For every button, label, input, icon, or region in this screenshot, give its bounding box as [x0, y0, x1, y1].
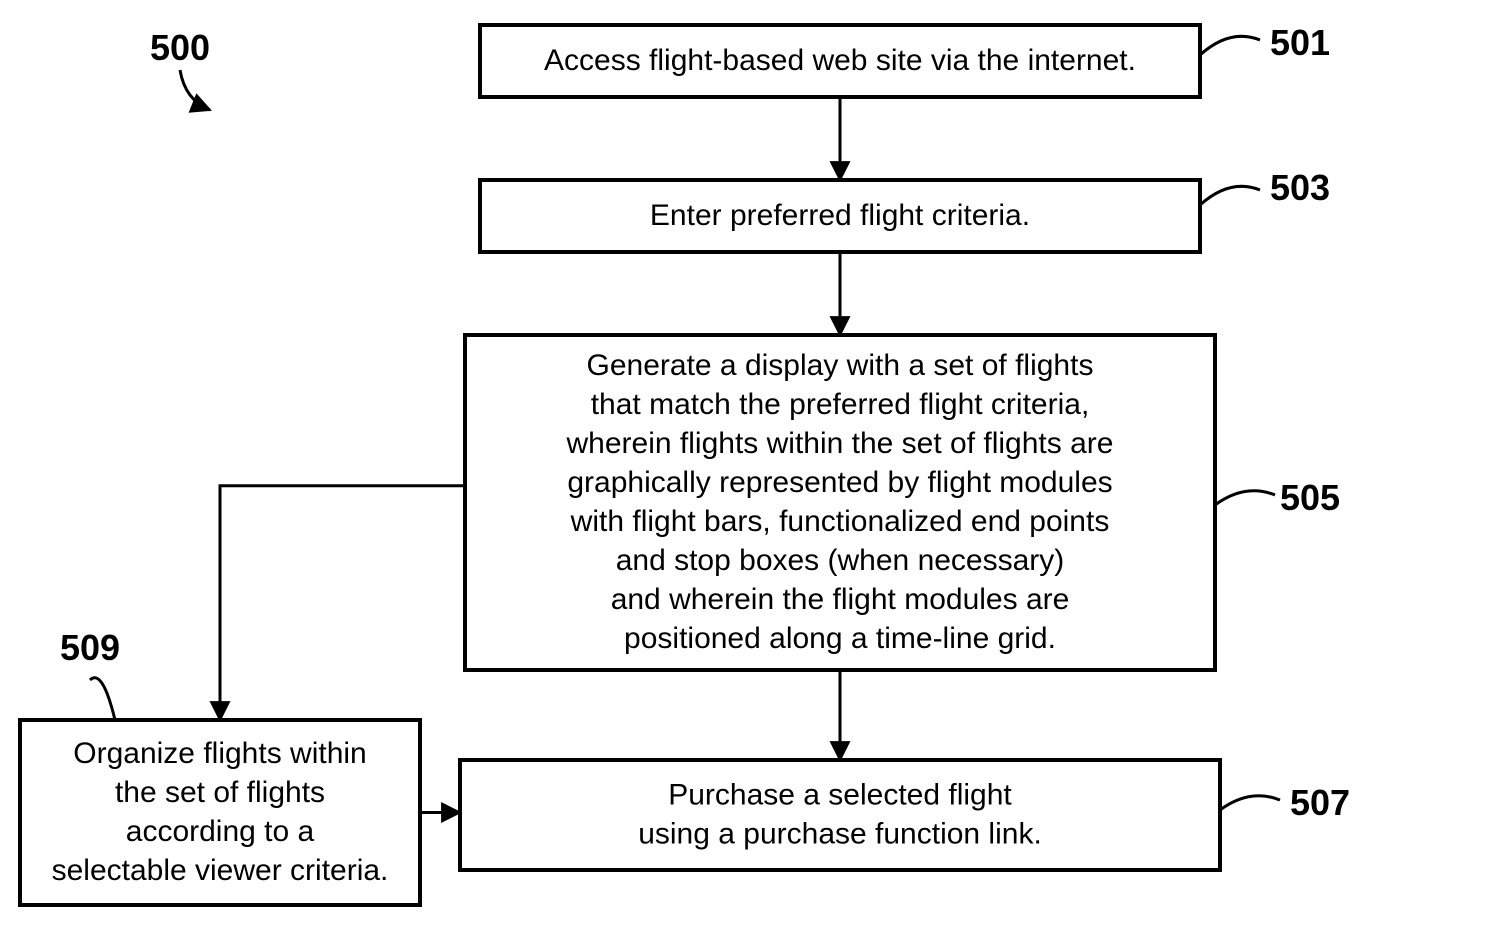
ref-label-n501: 501	[1270, 22, 1330, 63]
figure-ref-arrow	[180, 70, 210, 110]
node-text-n505-line2: wherein flights within the set of flight…	[566, 427, 1114, 460]
ref-leader-n501	[1200, 36, 1260, 55]
node-text-n509-line0: Organize flights within	[73, 737, 366, 770]
flowchart-node-n505: Generate a display with a set of flights…	[465, 335, 1340, 670]
ref-leader-n505	[1215, 491, 1275, 505]
node-text-n505-line1: that match the preferred flight criteria…	[591, 388, 1090, 421]
node-text-n505-line6: and wherein the flight modules are	[611, 583, 1070, 616]
node-text-n505-line0: Generate a display with a set of flights	[587, 349, 1094, 382]
ref-label-n509: 509	[60, 627, 120, 668]
flowchart-node-n503: Enter preferred flight criteria. 503	[480, 167, 1330, 252]
flowchart-diagram: Access flight-based web site via the int…	[0, 0, 1509, 947]
node-text-n505-line3: graphically represented by flight module…	[567, 466, 1112, 499]
flowchart-node-n507: Purchase a selected flight using a purcha…	[460, 760, 1350, 870]
node-text-n505-line5: and stop boxes (when necessary)	[616, 544, 1065, 577]
ref-leader-n509	[90, 678, 115, 720]
ref-label-n503: 503	[1270, 167, 1330, 208]
node-text-n503-line0: Enter preferred flight criteria.	[650, 199, 1030, 232]
node-text-n505-line7: positioned along a time-line grid.	[624, 622, 1056, 655]
flowchart-node-n501: Access flight-based web site via the int…	[480, 22, 1330, 97]
node-text-n501-line0: Access flight-based web site via the int…	[544, 44, 1136, 77]
node-text-n507-line1: using a purchase function link.	[638, 818, 1042, 851]
ref-label-n507: 507	[1290, 782, 1350, 823]
node-text-n505-line4: with flight bars, functionalized end poi…	[570, 505, 1110, 538]
node-text-n509-line3: selectable viewer criteria.	[52, 854, 389, 887]
figure-ref-label: 500	[150, 27, 210, 68]
node-text-n509-line1: the set of flights	[115, 776, 325, 809]
ref-leader-n507	[1220, 796, 1280, 810]
ref-label-n505: 505	[1280, 477, 1340, 518]
ref-leader-n503	[1200, 186, 1260, 205]
node-text-n507-line0: Purchase a selected flight	[668, 779, 1012, 812]
node-text-n509-line2: according to a	[126, 815, 315, 848]
edge-n505-n509	[220, 486, 465, 720]
